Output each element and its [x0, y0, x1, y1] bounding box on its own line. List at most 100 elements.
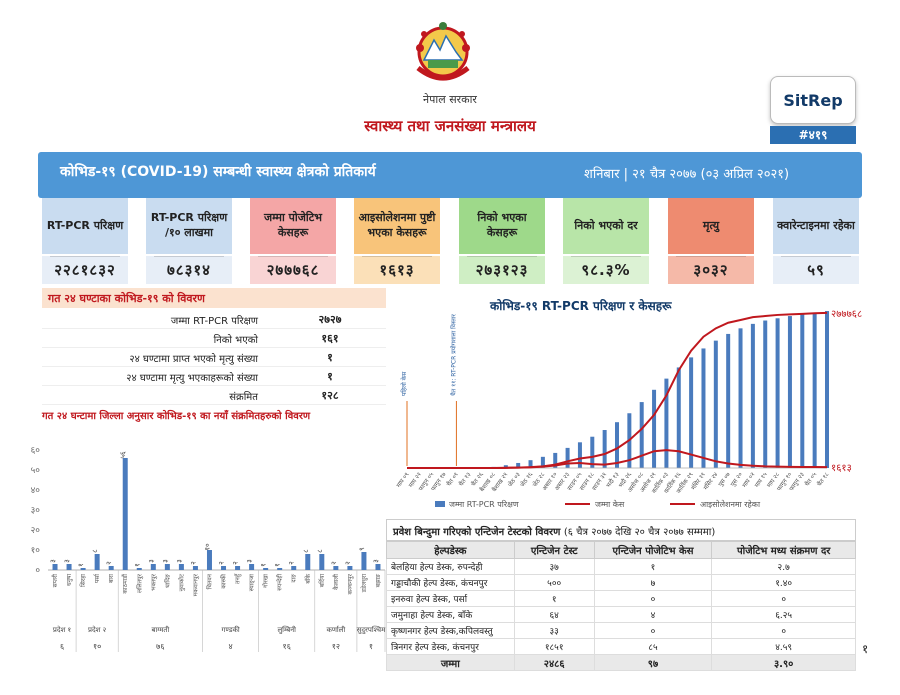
stat-card-label: निको भएको दर — [563, 198, 649, 254]
sitrep-badge: SitRep — [770, 76, 856, 124]
antigen-table-title: प्रवेश बिन्दुमा गरिएको एन्टिजेन टेस्टको … — [386, 519, 856, 541]
test-bar — [676, 367, 681, 468]
y-tick-label: २० — [31, 526, 41, 536]
antigen-row: इनरुवा हेल्प डेस्क, पर्सा १ ० ० — [386, 590, 856, 607]
antigen-row: कृष्णनगर हेल्प डेस्क,कपिलवस्तु ३३ ० ० — [386, 622, 856, 639]
last24-row: निको भएको १६१ — [42, 329, 386, 348]
x-tick-label: चैत ०१ — [445, 471, 460, 488]
stray-number: १ — [862, 642, 869, 656]
antigen-cell: ४.५९ — [711, 638, 856, 655]
test-bar — [639, 402, 644, 468]
test-bar — [787, 316, 792, 468]
y-tick-label: ५० — [31, 466, 41, 476]
test-bar — [701, 348, 706, 468]
last24-key: संक्रमित — [229, 392, 258, 403]
bar-value-label: १ — [274, 563, 282, 567]
bar — [221, 566, 227, 570]
stat-card-value: ५९ — [773, 256, 859, 284]
antigen-total-row: जम्मा २४८६ ९७ ३.९० — [386, 654, 856, 671]
bar — [206, 550, 212, 570]
banner-date: शनिबार | २१ चैत्र २०७७ (०३ अप्रिल २०२१) — [584, 167, 790, 182]
bar — [178, 564, 184, 570]
category-label: कञ्चनपुर — [347, 573, 354, 594]
bar — [305, 554, 311, 570]
y-tick-label: ४० — [31, 486, 41, 496]
category-label: सिरहा — [79, 574, 87, 587]
y-tick-label: ० — [35, 566, 40, 576]
antigen-cell: ८५ — [593, 638, 713, 655]
bar — [136, 568, 142, 570]
stat-card: निको भएको दर ९८.३% — [563, 198, 649, 286]
bar-value-label: १ — [77, 563, 85, 567]
group-name: कर्णाली — [326, 625, 345, 634]
category-label: बर्दिया — [318, 574, 326, 588]
bar — [192, 566, 198, 570]
bar-value-label: ८ — [302, 549, 310, 553]
bar-value-label: ३ — [246, 559, 254, 563]
last24-key: २४ घण्टामा मृत्यु भएकाहरूको संख्या — [126, 373, 258, 384]
group-name: बाग्मती — [151, 625, 169, 634]
antigen-header-row: हेल्पडेस्क एन्टिजेन टेस्ट एन्टिजेन पोजेटिभ… — [386, 541, 856, 559]
test-bar — [540, 456, 545, 468]
antigen-cell: १ — [593, 558, 713, 575]
group-total: १० — [93, 642, 101, 651]
last24-value: १ — [327, 370, 333, 383]
category-label: स्याङ्जा — [249, 574, 256, 592]
last24-key: निको भएको — [213, 335, 258, 346]
antigen-cell: जमुनाहा हेल्प डेस्क, बाँके — [386, 606, 515, 623]
bar-value-label: २ — [189, 561, 197, 565]
bar — [361, 552, 367, 570]
test-bar — [689, 357, 694, 468]
bar — [108, 566, 114, 570]
antigen-cell: ० — [711, 590, 856, 607]
antigen-cell: ३.९० — [711, 654, 856, 671]
bar-value-label: २ — [344, 561, 352, 565]
test-bar — [800, 314, 805, 468]
antigen-cell: १.४० — [711, 574, 856, 591]
stat-card-label: क्वारेन्टाइनमा रहेका — [773, 198, 859, 254]
bar-value-label: १ — [133, 563, 141, 567]
antigen-cell: जम्मा — [386, 654, 515, 671]
antigen-header-cell: एन्टिजेन टेस्ट — [513, 541, 595, 559]
category-label: डडेलधुरा — [360, 574, 368, 594]
nepal-emblem-icon — [410, 18, 476, 90]
stat-card-value: ७८३१४ — [146, 256, 232, 284]
stat-card-value: २७३१२३ — [459, 256, 545, 284]
bar — [122, 458, 128, 570]
stat-card-label: आइसोलेशनमा पुष्टी भएका केसहरू — [354, 198, 440, 254]
last24-value: १६१ — [321, 332, 339, 345]
stat-card-value: २७७७६८ — [250, 256, 336, 284]
antigen-cell: गड्डाचौकी हेल्प डेस्क, कंचनपुर — [386, 574, 515, 591]
group-name: प्रदेश २ — [88, 625, 107, 634]
last24-row: २४ घण्टामा प्राप्त भएको मृत्यु संख्या १ — [42, 348, 386, 367]
test-bar — [738, 328, 743, 468]
bar-value-label: २ — [105, 561, 113, 565]
antigen-row: गड्डाचौकी हेल्प डेस्क, कंचनपुर ५०० ७ १.४० — [386, 574, 856, 591]
government-name: नेपाल सरकार — [423, 93, 477, 106]
antigen-cell: कृष्णनगर हेल्प डेस्क,कपिलवस्तु — [386, 622, 515, 639]
group-total: ७६ — [156, 642, 164, 651]
antigen-cell: १ — [513, 590, 595, 607]
test-bar — [713, 340, 718, 468]
test-bar — [812, 312, 817, 468]
bar — [235, 566, 241, 570]
category-label: धनुषा — [66, 574, 73, 586]
district-chart-title: गत २४ घन्टामा जिल्ला अनुसार कोभिड-१९ का … — [42, 411, 311, 422]
antigen-cell: ३७ — [513, 558, 595, 575]
annotation-label: चैत ११: RT-PCR प्रयोगशाला विस्तार — [449, 314, 457, 396]
category-label: दाङ — [291, 574, 298, 583]
stat-card-value: ३०३२ — [668, 256, 754, 284]
test-bar — [503, 465, 508, 468]
bar-value-label: १० — [203, 543, 211, 551]
antigen-header-cell: पोजेटिभ मध्य संक्रमण दर — [711, 541, 856, 559]
bar-value-label: २ — [232, 561, 240, 565]
title-banner — [38, 152, 862, 198]
stat-card: क्वारेन्टाइनमा रहेका ५९ — [773, 198, 859, 286]
stat-card: जम्मा पोजेटिभ केसहरू २७७७६८ — [250, 198, 336, 286]
test-bar — [825, 311, 829, 468]
line-chart-title: कोभिड-१९ RT-PCR परिक्षण र केसहरू — [490, 299, 672, 313]
y-tick-label: ३० — [31, 506, 41, 516]
category-label: भक्तपुर — [150, 573, 157, 590]
category-label: गोरखा — [262, 574, 270, 588]
last24-row: संक्रमित १२८ — [42, 386, 386, 405]
